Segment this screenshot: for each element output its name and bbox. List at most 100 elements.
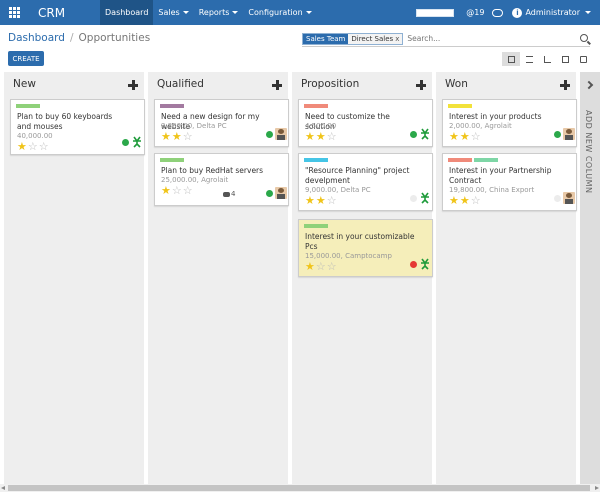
graph-view-button[interactable] [538, 52, 556, 66]
avatar [275, 187, 287, 199]
tag-color [160, 158, 184, 162]
menu-reports[interactable]: Reports [194, 0, 244, 25]
add-new-column[interactable]: ADD NEW COLUMN [580, 72, 600, 484]
menu-dashboard[interactable]: Dashboard [100, 0, 154, 25]
star-icon[interactable]: ☆ [470, 194, 481, 207]
close-icon[interactable]: x [395, 34, 400, 43]
chevron-right-icon [584, 80, 594, 90]
user-avatar-icon[interactable]: i [512, 7, 523, 18]
chat-icon[interactable] [492, 8, 504, 17]
card-subtitle: 2,000.00, Agrolait [449, 122, 512, 130]
kanban-column-won: Won Interest in your products 2,000.00, Ag… [436, 72, 577, 484]
star-icon[interactable]: ★ [305, 194, 315, 207]
card-subtitle: 40,000.00 [17, 132, 53, 140]
apps-menu-icon[interactable] [9, 6, 21, 19]
priority-stars: ★ ☆ ☆ [305, 261, 337, 272]
star-icon[interactable]: ★ [315, 194, 326, 207]
star-icon[interactable]: ★ [449, 194, 459, 207]
plus-icon[interactable] [416, 80, 426, 90]
avatar [563, 192, 575, 204]
opportunity-card[interactable]: Need to customize the solution 4,500.00 ★ ★… [298, 99, 433, 147]
breadcrumb-parent[interactable]: Dashboard [8, 32, 65, 44]
list-view-button[interactable] [520, 52, 538, 66]
search-input[interactable] [407, 32, 558, 45]
opportunity-card[interactable]: Plan to buy RedHat servers 25,000.00, Agr… [154, 153, 289, 206]
column-title[interactable]: Won [445, 78, 468, 90]
kanban-state-icon[interactable] [410, 131, 417, 138]
star-icon[interactable]: ★ [315, 130, 326, 143]
kanban-view-button[interactable] [502, 52, 520, 66]
star-icon[interactable]: ★ [171, 130, 182, 143]
opportunity-card[interactable]: Plan to buy 60 keyboards and mouses 40,00… [10, 99, 145, 155]
facet-label: Sales Team [303, 33, 349, 44]
plus-icon[interactable] [128, 80, 138, 90]
column-title[interactable]: Qualified [157, 78, 204, 90]
star-icon[interactable]: ☆ [326, 130, 337, 143]
star-icon[interactable]: ★ [17, 140, 27, 153]
pivot-view-button[interactable] [574, 52, 592, 66]
opportunity-card[interactable]: Interest in your products 2,000.00, Agrol… [442, 99, 577, 147]
plus-icon[interactable] [560, 80, 570, 90]
breadcrumb-current: Opportunities [78, 32, 151, 44]
kanban-state-icon[interactable] [410, 195, 417, 202]
card-title: "Resource Planning" project develpment [305, 166, 410, 185]
view-switcher [502, 52, 592, 66]
card-title: Interest in your customizable Pcs [305, 232, 415, 251]
kanban-state-icon[interactable] [554, 195, 561, 202]
star-icon[interactable]: ☆ [171, 184, 182, 197]
tag-color [474, 158, 498, 162]
main-menu: Dashboard Sales Reports Configuration [100, 0, 317, 25]
star-icon[interactable]: ☆ [326, 194, 337, 207]
column-title[interactable]: New [13, 78, 36, 90]
star-icon[interactable]: ★ [305, 130, 315, 143]
star-icon[interactable]: ☆ [326, 260, 337, 273]
star-icon[interactable]: ★ [161, 130, 171, 143]
opportunity-card[interactable]: Need a new design for my website 3,800.00… [154, 99, 289, 147]
star-icon[interactable]: ☆ [27, 140, 38, 153]
add-column-label: ADD NEW COLUMN [584, 110, 593, 194]
horizontal-scrollbar[interactable] [0, 484, 600, 492]
star-icon[interactable]: ☆ [38, 140, 49, 153]
star-icon[interactable]: ☆ [182, 130, 193, 143]
scroll-left-icon[interactable] [1, 486, 5, 490]
kanban-state-icon[interactable] [122, 139, 129, 146]
tag-color [448, 104, 472, 108]
notifications-counter[interactable]: @19 [466, 8, 485, 17]
scrollbar-thumb[interactable] [8, 485, 590, 491]
opportunity-card[interactable]: Interest in your customizable Pcs 15,000.… [298, 219, 433, 277]
plus-icon[interactable] [272, 80, 282, 90]
scroll-right-icon[interactable] [595, 486, 599, 490]
column-title[interactable]: Proposition [301, 78, 360, 90]
user-avatar-icon [419, 258, 431, 270]
star-icon[interactable]: ★ [459, 194, 470, 207]
tag-list [448, 158, 498, 162]
star-icon[interactable]: ★ [305, 260, 315, 273]
card-subtitle: 3,800.00, Delta PC [161, 122, 227, 130]
star-icon[interactable]: ☆ [315, 260, 326, 273]
app-name[interactable]: CRM [38, 5, 66, 20]
user-menu[interactable]: Administrator [525, 8, 580, 17]
star-icon[interactable]: ☆ [182, 184, 193, 197]
user-avatar-icon [419, 192, 431, 204]
kanban-state-icon[interactable] [266, 131, 273, 138]
progress-bar[interactable] [416, 8, 455, 17]
kanban-state-icon[interactable] [266, 190, 273, 197]
tag-color [160, 104, 184, 108]
star-icon[interactable]: ★ [449, 130, 459, 143]
star-icon[interactable]: ★ [459, 130, 470, 143]
star-icon[interactable]: ★ [161, 184, 171, 197]
kanban-state-icon[interactable] [410, 261, 417, 268]
priority-stars: ★ ★ ☆ [305, 195, 337, 206]
tag-list [160, 104, 184, 108]
create-button[interactable]: CREATE [8, 51, 44, 66]
opportunity-card[interactable]: Interest in your Partnership Contract 19,… [442, 153, 577, 211]
calendar-view-button[interactable] [556, 52, 574, 66]
priority-stars: ★ ★ ☆ [449, 131, 481, 142]
kanban-state-icon[interactable] [554, 131, 561, 138]
kanban-board: New Plan to buy 60 keyboards and mouses 40… [0, 72, 600, 484]
menu-sales[interactable]: Sales [153, 0, 193, 25]
opportunity-card[interactable]: "Resource Planning" project develpment 9,… [298, 153, 433, 211]
search-icon[interactable] [580, 34, 588, 42]
menu-configuration[interactable]: Configuration [243, 0, 316, 25]
star-icon[interactable]: ☆ [470, 130, 481, 143]
